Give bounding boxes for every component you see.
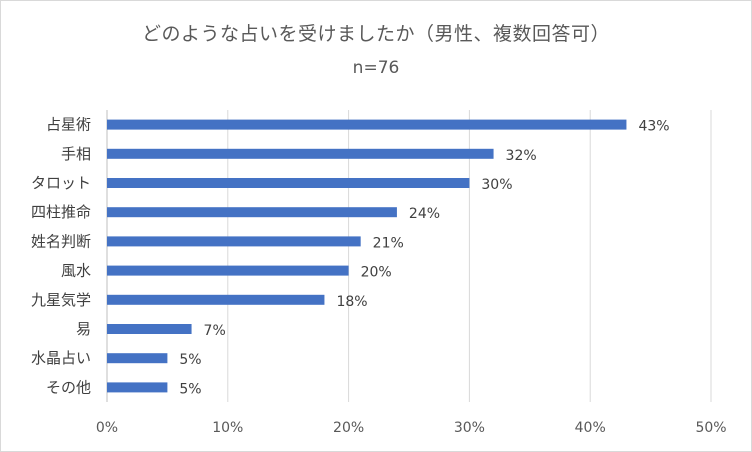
- bar: [107, 236, 361, 247]
- category-label: 九星気学: [31, 291, 91, 309]
- data-label: 5%: [179, 381, 201, 397]
- data-label: 5%: [179, 352, 201, 368]
- data-label: 7%: [204, 323, 226, 339]
- data-label: 20%: [361, 265, 392, 281]
- data-label: 32%: [506, 148, 537, 164]
- data-label: 43%: [638, 119, 669, 135]
- x-tick-label: 0%: [96, 420, 118, 436]
- category-label: 水晶占い: [31, 349, 91, 367]
- x-tick-label: 40%: [575, 420, 606, 436]
- bar: [107, 265, 349, 276]
- bar: [107, 353, 168, 364]
- category-label: 風水: [61, 262, 91, 280]
- category-label: 手相: [61, 145, 91, 163]
- data-label: 30%: [481, 177, 512, 193]
- bar: [107, 382, 168, 393]
- data-label: 24%: [409, 206, 440, 222]
- data-label: 21%: [373, 235, 404, 251]
- category-label: 姓名判断: [31, 232, 91, 250]
- category-label: 占星術: [46, 116, 91, 134]
- x-tick-label: 20%: [333, 420, 364, 436]
- bar: [107, 148, 494, 159]
- category-label: その他: [46, 378, 91, 396]
- data-label: 18%: [336, 294, 367, 310]
- category-label: 易: [76, 320, 91, 338]
- category-label: 四柱推命: [31, 203, 91, 221]
- bar: [107, 207, 397, 218]
- category-label: タロット: [31, 174, 91, 192]
- chart-title: どのような占いを受けましたか（男性、複数回答可）: [141, 23, 610, 45]
- x-tick-label: 50%: [695, 420, 726, 436]
- chart-subtitle: n=76: [352, 58, 400, 78]
- bar: [107, 324, 192, 334]
- x-tick-label: 10%: [212, 420, 243, 436]
- bar: [107, 294, 325, 305]
- bar: [107, 119, 627, 130]
- x-tick-label: 30%: [454, 420, 485, 436]
- bar: [107, 178, 470, 188]
